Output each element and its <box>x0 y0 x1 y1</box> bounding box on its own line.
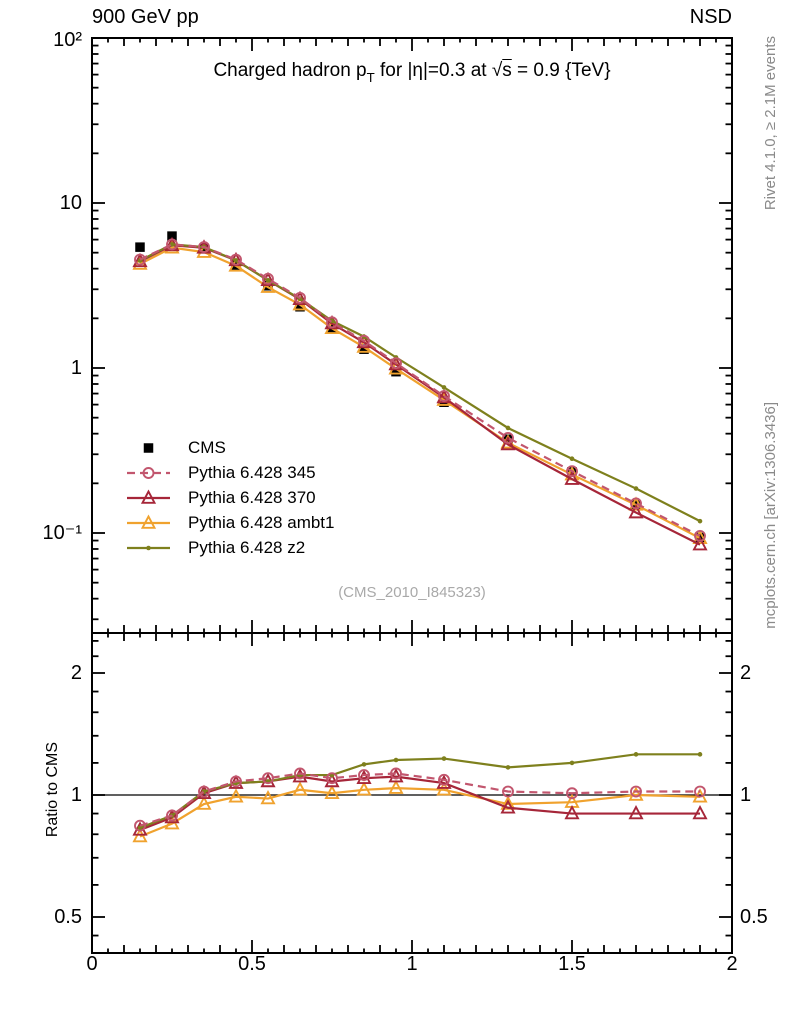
rivet-version-note: Rivet 4.1.0, ≥ 2.1M events <box>762 36 779 211</box>
ratio-tick-label-2-left: 2 <box>70 662 82 684</box>
x-tick-label-1p5: 1.5 <box>558 953 586 975</box>
ratio-tick-label-1-right: 1 <box>740 784 752 806</box>
mcplots-arxiv-note: mcplots.cern.ch [arXiv:1306.3436] <box>762 402 779 629</box>
ratio-tick-label-0p5-right: 0.5 <box>740 906 768 928</box>
x-tick-label-0p5: 0.5 <box>238 953 266 975</box>
ratio-tick-label-1-left: 1 <box>70 784 82 806</box>
analysis-id-watermark: (CMS_2010_I845323) <box>338 584 486 601</box>
x-tick-label-0: 0 <box>86 953 98 975</box>
plot-title: Charged hadron pT for |η|=0.3 at √s = 0.… <box>92 60 732 85</box>
title-pre: Charged hadron p <box>213 60 367 81</box>
x-tick-label-1: 1 <box>406 953 418 975</box>
legend-label-ambt1: Pythia 6.428 ambt1 <box>188 513 335 532</box>
ratio-tick-label-2-right: 2 <box>740 662 752 684</box>
legend-label-345: Pythia 6.428 345 <box>188 463 316 482</box>
title-mid: for |η|=0.3 at <box>374 60 492 81</box>
ratio-tick-label-0p5-left: 0.5 <box>54 906 82 928</box>
y-tick-label-100: 10² <box>53 29 82 51</box>
y-tick-label-10: 10 <box>59 192 82 214</box>
y-tick-label-0p1: 10⁻¹ <box>42 522 82 544</box>
legend-label-370: Pythia 6.428 370 <box>188 488 316 507</box>
y-tick-label-1: 1 <box>70 357 82 379</box>
event-class-label: NSD <box>689 6 732 28</box>
title-sqrt-arg: s <box>502 60 512 81</box>
legend-label-z2: Pythia 6.428 z2 <box>188 538 306 557</box>
beam-energy-label: 900 GeV pp <box>92 6 199 28</box>
title-subscript: T <box>366 69 375 85</box>
x-tick-label-2: 2 <box>726 953 738 975</box>
legend-label-cms: CMS <box>188 438 226 457</box>
title-post: = 0.9 {TeV} <box>511 60 611 81</box>
ratio-axis-title: Ratio to CMS <box>44 742 61 838</box>
title-sqrt-icon: √ <box>491 60 503 81</box>
